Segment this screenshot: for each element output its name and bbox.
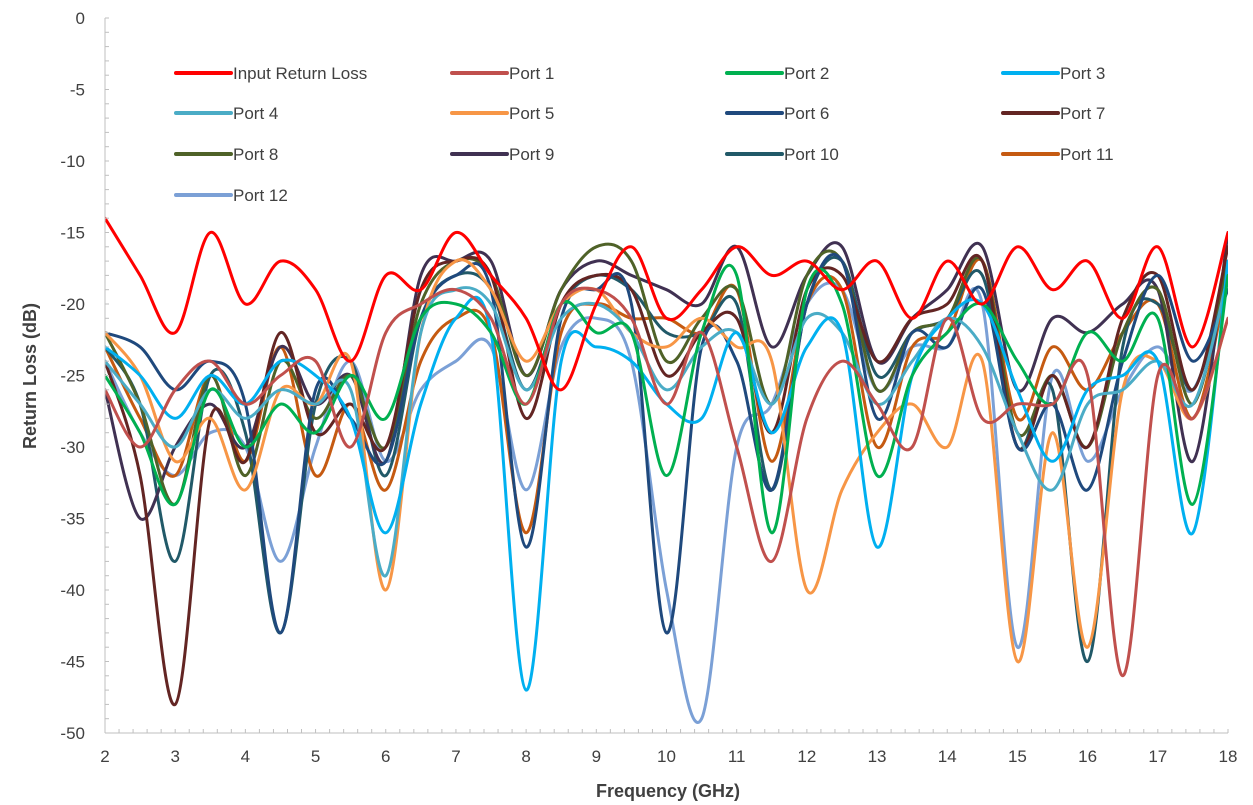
series-line-port-12 xyxy=(105,273,1228,724)
y-tick-label: 0 xyxy=(76,9,85,28)
legend-item-port-7: Port 7 xyxy=(1001,104,1105,123)
y-tick-label: -45 xyxy=(60,653,85,672)
series-line-port-1 xyxy=(105,286,1228,678)
x-tick-label: 18 xyxy=(1219,747,1238,766)
legend-label: Port 5 xyxy=(509,104,554,123)
series-line-port-3 xyxy=(105,259,1228,692)
series-line-port-4 xyxy=(105,273,1228,578)
series-line-input-return-loss xyxy=(105,216,1228,392)
legend-item-port-12: Port 12 xyxy=(174,186,288,205)
y-tick-label: -35 xyxy=(60,510,85,529)
x-tick-label: 17 xyxy=(1148,747,1167,766)
x-tick-label: 10 xyxy=(657,747,676,766)
legend-item-port-2: Port 2 xyxy=(725,64,829,83)
x-tick-label: 13 xyxy=(868,747,887,766)
legend-label: Port 8 xyxy=(233,145,278,164)
y-tick-label: -50 xyxy=(60,724,85,743)
legend-item-port-5: Port 5 xyxy=(450,104,554,123)
legend: Input Return Loss Port 1 Port 2 Port 3 Port … xyxy=(174,64,1114,205)
x-tick-label: 6 xyxy=(381,747,390,766)
x-tick-label: 3 xyxy=(170,747,179,766)
tick-labels: 2 3 4 5 6 7 8 9 10 11 12 13 14 15 16 17 18 0 -5 -10 -15 -20 -2… xyxy=(60,9,1237,766)
legend-label: Port 9 xyxy=(509,145,554,164)
y-tick-label: -20 xyxy=(60,295,85,314)
y-tick-label: -25 xyxy=(60,367,85,386)
y-tick-label: -10 xyxy=(60,152,85,171)
series-layer xyxy=(105,216,1228,724)
legend-item-input-return-loss: Input Return Loss xyxy=(174,64,367,83)
legend-item-port-9: Port 9 xyxy=(450,145,554,164)
x-axis-title: Frequency (GHz) xyxy=(596,781,740,801)
legend-label: Port 7 xyxy=(1060,104,1105,123)
x-tick-label: 16 xyxy=(1078,747,1097,766)
legend-label: Port 1 xyxy=(509,64,554,83)
legend-item-port-6: Port 6 xyxy=(725,104,829,123)
legend-label: Port 2 xyxy=(784,64,829,83)
x-tick-label: 14 xyxy=(938,747,957,766)
y-axis-title: Return Loss (dB) xyxy=(20,303,40,449)
legend-item-port-3: Port 3 xyxy=(1001,64,1105,83)
legend-item-port-11: Port 11 xyxy=(1001,145,1114,164)
legend-label: Input Return Loss xyxy=(233,64,367,83)
axes-layer xyxy=(104,17,1229,734)
legend-item-port-10: Port 10 xyxy=(725,145,839,164)
legend-label: Port 11 xyxy=(1060,145,1114,164)
x-tick-label: 2 xyxy=(100,747,109,766)
legend-item-port-8: Port 8 xyxy=(174,145,278,164)
x-tick-label: 5 xyxy=(311,747,320,766)
y-tick-label: -30 xyxy=(60,438,85,457)
y-tick-label: -15 xyxy=(60,224,85,243)
legend-item-port-4: Port 4 xyxy=(174,104,278,123)
legend-label: Port 12 xyxy=(233,186,288,205)
x-tick-label: 8 xyxy=(521,747,530,766)
x-tick-label: 15 xyxy=(1008,747,1027,766)
y-tick-label: -5 xyxy=(70,81,85,100)
legend-label: Port 4 xyxy=(233,104,278,123)
legend-item-port-1: Port 1 xyxy=(450,64,554,83)
x-tick-label: 9 xyxy=(592,747,601,766)
x-tick-label: 4 xyxy=(241,747,250,766)
series-line-port-6 xyxy=(105,253,1228,635)
x-tick-label: 7 xyxy=(451,747,460,766)
x-tick-label: 12 xyxy=(797,747,816,766)
legend-label: Port 6 xyxy=(784,104,829,123)
x-tick-label: 11 xyxy=(728,747,746,766)
legend-label: Port 10 xyxy=(784,145,839,164)
y-tick-label: -40 xyxy=(60,581,85,600)
legend-label: Port 3 xyxy=(1060,64,1105,83)
